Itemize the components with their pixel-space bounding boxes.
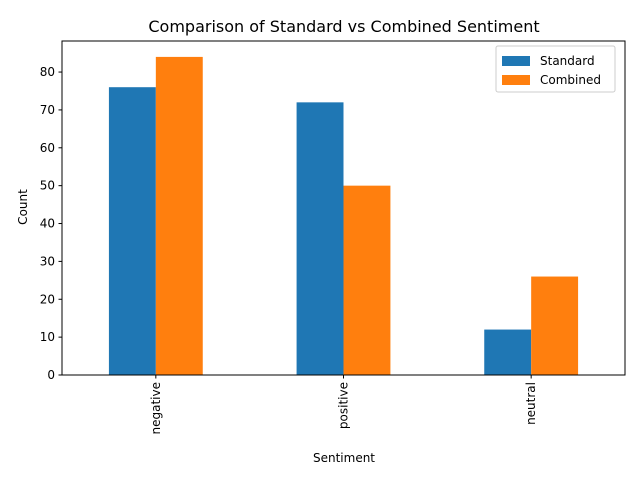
legend-label-standard: Standard <box>540 54 595 68</box>
y-tick-label: 60 <box>40 141 55 155</box>
bar-combined-positive <box>343 185 391 375</box>
y-tick-label: 20 <box>40 292 55 306</box>
y-axis-ticks: 0 10 20 30 40 50 60 70 80 <box>40 65 62 382</box>
x-tick-label-positive: positive <box>337 382 351 429</box>
bars-layer <box>108 56 579 376</box>
bar-combined-negative <box>155 56 203 376</box>
x-axis-ticks: negative positive neutral <box>149 375 538 434</box>
y-tick-label: 40 <box>40 217 55 231</box>
legend-swatch-standard <box>502 56 530 66</box>
legend: Standard Combined <box>495 45 616 93</box>
bar-standard-neutral <box>484 329 532 375</box>
y-tick-label: 30 <box>40 254 55 268</box>
x-tick-label-negative: negative <box>149 382 163 434</box>
chart-title: Comparison of Standard vs Combined Senti… <box>148 17 539 36</box>
y-tick-label: 10 <box>40 330 55 344</box>
bar-standard-positive <box>296 102 344 376</box>
y-tick-label: 0 <box>47 368 55 382</box>
legend-swatch-combined <box>502 75 530 85</box>
y-tick-label: 50 <box>40 179 55 193</box>
bar-combined-neutral <box>531 276 579 375</box>
bar-standard-negative <box>108 87 156 375</box>
x-tick-label-neutral: neutral <box>524 382 538 425</box>
y-tick-label: 80 <box>40 65 55 79</box>
y-tick-label: 70 <box>40 103 55 117</box>
y-axis-label: Count <box>16 189 30 225</box>
legend-label-combined: Combined <box>540 73 601 87</box>
x-axis-label: Sentiment <box>313 451 375 465</box>
plot-frame <box>61 40 626 376</box>
